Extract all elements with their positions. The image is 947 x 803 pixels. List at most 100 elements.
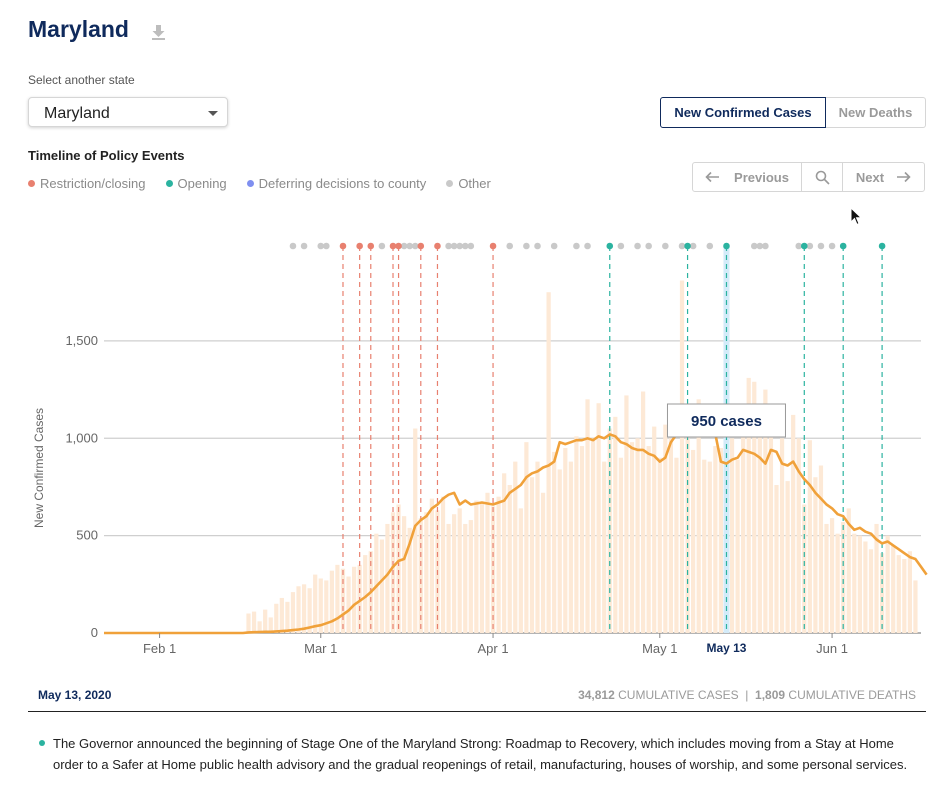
daily-bar (602, 461, 607, 633)
daily-bar (540, 492, 546, 633)
daily-bar (351, 566, 357, 633)
other-event-dot (450, 242, 458, 250)
new-deaths-button[interactable]: New Deaths (826, 97, 926, 128)
daily-bar (329, 570, 334, 633)
daily-bar (757, 428, 762, 633)
page-title: Maryland (28, 16, 129, 42)
state-select-label: Select another state (28, 73, 135, 87)
cumulative-stats: 34,812 CUMULATIVE CASES | 1,809 CUMULATI… (578, 688, 916, 702)
daily-bar (496, 496, 501, 633)
daily-bar (557, 469, 562, 633)
next-button[interactable]: Next (843, 163, 924, 191)
daily-bar (846, 508, 851, 633)
daily-bar (246, 613, 251, 633)
policy-event-dot (684, 242, 691, 250)
daily-bar (663, 424, 668, 633)
legend-label: Other (458, 176, 491, 191)
legend-dot (28, 180, 35, 187)
other-event-dot (750, 242, 758, 250)
daily-bar (463, 523, 468, 633)
daily-bar (446, 523, 451, 633)
other-event-dot (634, 242, 641, 250)
other-event-dot (617, 242, 625, 250)
policy-event-dots (289, 242, 886, 250)
search-button[interactable] (802, 163, 843, 191)
new-confirmed-cases-button[interactable]: New Confirmed Cases (660, 97, 826, 128)
daily-bar (452, 514, 457, 633)
legend-dot (246, 180, 254, 187)
cases-chart: 0 500 1,000 1,500 Feb 1 Mar 1 Apr 1 May 1 Jun 1… (32, 242, 928, 656)
state-select[interactable]: Maryland (28, 97, 228, 127)
daily-bar (879, 553, 885, 633)
daily-bar (818, 465, 824, 633)
daily-bar (418, 518, 423, 633)
daily-bar (457, 508, 462, 633)
daily-bar (646, 446, 651, 633)
daily-bar (318, 578, 323, 633)
daily-bar (863, 541, 868, 633)
cumulative-cases-value: 34,812 (578, 688, 615, 702)
daily-bar (535, 461, 540, 633)
other-event-dot (411, 242, 419, 250)
daily-bar (657, 457, 662, 633)
daily-bar (618, 457, 623, 633)
daily-bar (524, 442, 529, 633)
other-event-dot (300, 242, 308, 250)
other-event-dot (378, 242, 386, 250)
daily-bar (813, 477, 818, 633)
event-type-dot (39, 740, 45, 746)
daily-bar (502, 473, 507, 633)
daily-bar (507, 485, 512, 633)
daily-bar (257, 621, 262, 633)
policy-event-dot (356, 242, 363, 250)
policy-event-dot (417, 242, 425, 250)
daily-bar (874, 523, 879, 633)
daily-bar (713, 446, 718, 633)
x-tick-label: Mar 1 (304, 641, 337, 656)
daily-bar (396, 504, 401, 633)
daily-bar (607, 428, 612, 633)
policy-event-lines (342, 246, 883, 633)
daily-bar (407, 527, 412, 633)
arrow-right-icon (897, 171, 911, 183)
policy-event-dot (367, 242, 375, 250)
daily-bar (585, 399, 590, 633)
legend-item-opening: Opening (165, 176, 227, 191)
timeline-title: Timeline of Policy Events (28, 148, 185, 163)
daily-bar (746, 377, 751, 633)
daily-bar (752, 381, 757, 633)
other-event-dot (762, 242, 769, 250)
daily-bar (857, 535, 862, 633)
moving-average-line (104, 413, 928, 635)
policy-event-dot (878, 242, 886, 250)
other-event-dot (795, 242, 803, 250)
policy-event-dot (395, 242, 402, 250)
daily-bar (513, 461, 518, 633)
other-event-dot (550, 242, 558, 250)
other-event-dot (678, 242, 686, 250)
daily-bar (702, 459, 707, 633)
daily-bar (763, 389, 768, 633)
daily-bar (796, 438, 801, 633)
other-event-dot (456, 242, 464, 250)
download-icon[interactable] (150, 24, 167, 46)
daily-bar (913, 580, 918, 633)
daily-bar (807, 440, 812, 633)
daily-bar (824, 523, 829, 633)
cumulative-deaths-value: 1,809 (755, 688, 786, 702)
other-event-dot (662, 242, 669, 250)
search-icon (815, 170, 830, 185)
other-event-dot (523, 242, 530, 250)
previous-button[interactable]: Previous (693, 163, 802, 191)
tooltip: 950 cases (666, 403, 786, 438)
daily-bar (668, 438, 674, 633)
event-navigation: Previous Next (692, 162, 925, 192)
daily-bar (285, 601, 290, 633)
daily-bar (791, 414, 796, 633)
daily-bar (679, 280, 685, 633)
event-detail: The Governor announced the beginning of … (28, 712, 926, 803)
daily-bar (307, 588, 312, 633)
daily-bar (774, 485, 779, 633)
x-tick-label: Feb 1 (143, 641, 176, 656)
arrow-left-icon (705, 171, 720, 183)
